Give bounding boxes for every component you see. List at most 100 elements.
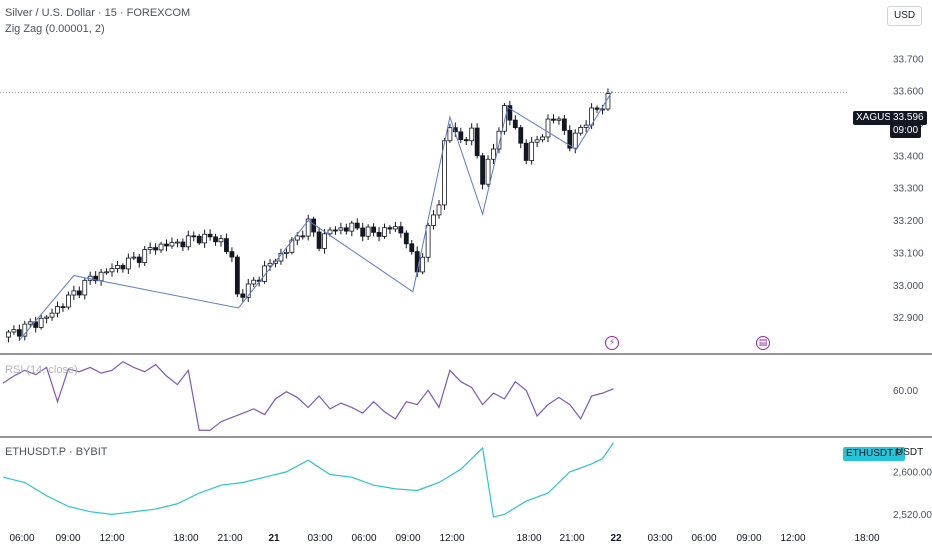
x-tick-label-8: 09:00	[395, 533, 420, 544]
candle-body	[16, 329, 22, 337]
candle-body	[224, 238, 229, 252]
candle-body	[289, 239, 295, 253]
candle-body	[316, 231, 322, 249]
x-tick-label-15: 09:00	[736, 533, 761, 544]
compare-legend: ETHUSDT.P · BYBIT	[5, 446, 108, 458]
candle-body	[540, 136, 545, 141]
candle-body	[420, 256, 426, 273]
candle-body	[153, 247, 159, 251]
compare-y-tick-0: 2,520.00	[893, 510, 932, 521]
candle-body	[376, 231, 382, 237]
candle-body	[485, 158, 491, 185]
candle-body	[333, 229, 338, 232]
candle-body	[561, 118, 567, 131]
candle-body	[109, 268, 115, 273]
candle-body	[49, 312, 55, 318]
candle-body	[229, 251, 235, 258]
x-tick-label-17: 18:00	[854, 533, 879, 544]
candle-body	[338, 227, 344, 231]
candle-body	[240, 293, 246, 298]
candle-body	[518, 127, 524, 144]
candle-body	[125, 257, 131, 270]
x-tick-label-11: 21:00	[559, 533, 584, 544]
candle-body	[180, 241, 186, 248]
x-tick-label-4: 21:00	[217, 533, 242, 544]
price-tag-value: 33.596	[890, 111, 927, 125]
x-tick-label-1: 09:00	[55, 533, 80, 544]
candle-body	[283, 251, 289, 254]
candle-body	[322, 233, 327, 249]
x-tick-label-3: 18:00	[173, 533, 198, 544]
candle-body	[469, 127, 475, 142]
candle-body	[174, 241, 180, 244]
candle-body	[245, 283, 251, 298]
candle-body	[551, 118, 556, 121]
candle-body	[474, 127, 480, 157]
zigzag-line	[18, 90, 613, 341]
candle-body	[22, 323, 28, 337]
candle-body	[218, 238, 224, 243]
candle-body	[142, 249, 148, 263]
candle-body	[82, 279, 88, 296]
x-tick-label-2: 12:00	[99, 533, 124, 544]
candle-body	[55, 306, 60, 314]
candle-body	[6, 331, 11, 338]
x-tick-label-14: 06:00	[691, 533, 716, 544]
rsi-legend: RSI (14, close)	[5, 364, 78, 376]
candle-body	[202, 233, 208, 244]
candle-body	[534, 139, 540, 143]
x-tick-label-12: 22	[610, 533, 622, 544]
candle-body	[131, 256, 137, 259]
candle-body	[251, 279, 257, 285]
rsi-y-tick-0: 60.00	[893, 386, 918, 397]
candle-body	[262, 265, 268, 282]
candle-body	[365, 226, 371, 237]
main-y-tick-0: 32.900	[893, 313, 924, 324]
candle-body	[398, 226, 404, 234]
price-tag-symbol: XAGUSD	[853, 111, 902, 125]
compare-line	[2, 442, 614, 518]
x-tick-label-16: 12:00	[780, 533, 805, 544]
x-tick-label-9: 12:00	[439, 533, 464, 544]
x-tick-label-5: 21	[268, 533, 280, 544]
candle-body	[382, 227, 387, 237]
candle-body	[164, 243, 169, 247]
candle-body	[213, 236, 218, 243]
x-tick-label-6: 03:00	[307, 533, 332, 544]
compare-symbol-tag: ETHUSDT.P	[843, 447, 905, 461]
zigzag-legend: Zig Zag (0.00001, 2)	[5, 23, 105, 35]
us-flag-event-icon[interactable]: ▤	[756, 336, 770, 350]
main-y-tick-2: 33.100	[893, 248, 924, 259]
candle-body	[496, 130, 502, 150]
candle-body	[60, 306, 66, 308]
candle-body	[294, 235, 300, 241]
candle-body	[463, 139, 469, 142]
main-y-tick-1: 33.000	[893, 281, 924, 292]
candle-body	[425, 225, 431, 258]
candle-body	[158, 243, 164, 251]
candle-body	[93, 275, 99, 282]
candle-body	[491, 148, 496, 160]
candle-body	[76, 290, 82, 296]
candle-body	[185, 235, 191, 248]
candle-body	[305, 218, 311, 237]
lightning-event-icon[interactable]: ⚡	[605, 336, 619, 350]
candle-body	[115, 264, 120, 269]
candle-body	[38, 317, 44, 328]
candle-body	[360, 227, 366, 237]
candle-body	[387, 227, 393, 230]
candle-body	[572, 132, 578, 149]
compare-currency: USDT	[896, 447, 924, 458]
candle-body	[371, 226, 377, 233]
candle-body	[71, 290, 77, 296]
candle-body	[583, 124, 589, 128]
candle-body	[27, 321, 33, 325]
candle-body	[191, 235, 197, 238]
candle-body	[529, 141, 535, 161]
currency-button[interactable]: USD	[887, 6, 923, 26]
candle-body	[545, 118, 551, 138]
x-tick-label-13: 03:00	[647, 533, 672, 544]
candle-body	[349, 222, 355, 232]
candle-body	[436, 204, 442, 216]
